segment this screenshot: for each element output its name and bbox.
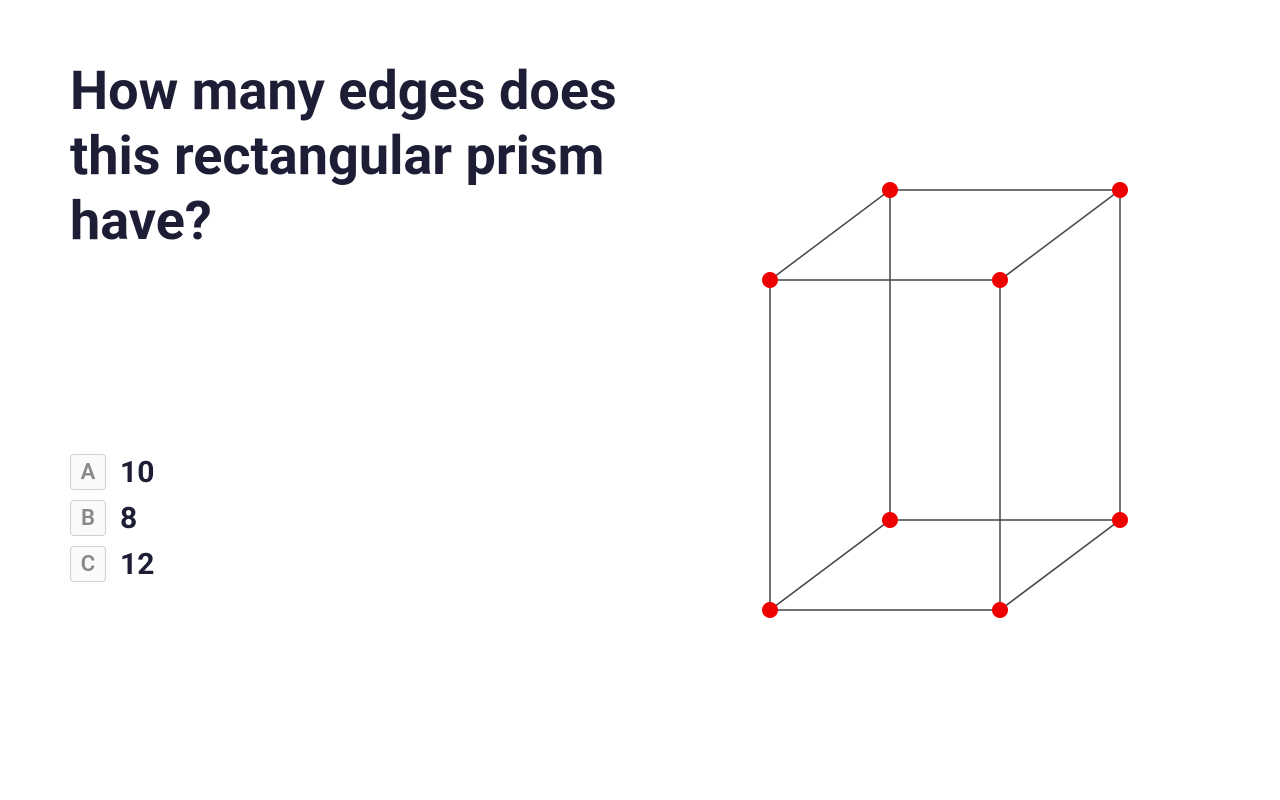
prism-edge — [1000, 190, 1120, 280]
prism-vertex — [992, 272, 1008, 288]
option-letter: B — [70, 500, 106, 536]
option-b[interactable]: B 8 — [70, 500, 630, 536]
question-text: How many edges does this rectangular pri… — [70, 60, 630, 254]
prism-edge — [770, 190, 890, 280]
option-value: 8 — [120, 501, 137, 536]
option-a[interactable]: A 10 — [70, 454, 630, 490]
prism-edge — [1000, 520, 1120, 610]
prism-vertex — [1112, 512, 1128, 528]
option-value: 12 — [120, 547, 154, 582]
prism-diagram — [690, 100, 1170, 700]
diagram-panel — [630, 60, 1230, 740]
prism-vertex — [882, 182, 898, 198]
prism-vertex — [992, 602, 1008, 618]
options-list: A 10 B 8 C 12 — [70, 454, 630, 582]
option-letter: A — [70, 454, 106, 490]
prism-vertex — [882, 512, 898, 528]
question-panel: How many edges does this rectangular pri… — [70, 60, 630, 740]
option-letter: C — [70, 546, 106, 582]
prism-vertex — [762, 272, 778, 288]
option-value: 10 — [120, 455, 154, 490]
prism-edge — [770, 520, 890, 610]
prism-vertex — [1112, 182, 1128, 198]
option-c[interactable]: C 12 — [70, 546, 630, 582]
prism-vertex — [762, 602, 778, 618]
